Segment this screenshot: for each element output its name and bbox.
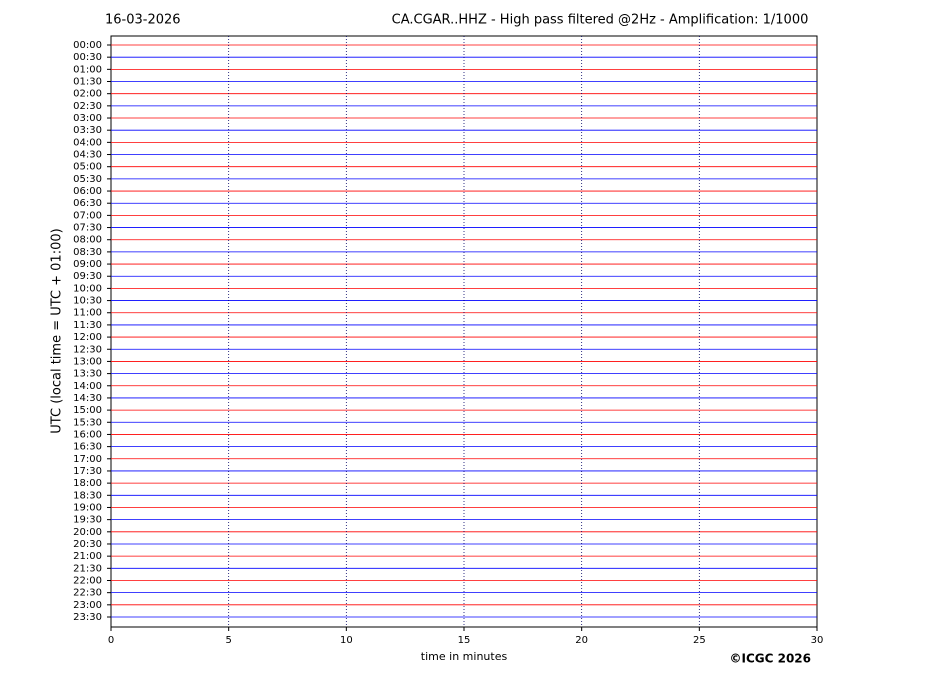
y-tick-label: 20:00 <box>73 527 102 538</box>
x-tick-label: 5 <box>225 635 231 646</box>
y-tick-label: 06:30 <box>73 198 102 209</box>
y-tick-label: 22:30 <box>73 588 102 599</box>
y-tick-label: 15:30 <box>73 417 102 428</box>
y-tick-label: 10:00 <box>73 283 102 294</box>
y-tick-label: 17:00 <box>73 454 102 465</box>
y-tick-label: 23:30 <box>73 612 102 623</box>
y-tick-label: 13:30 <box>73 369 102 380</box>
y-tick-label: 03:30 <box>73 125 102 136</box>
y-tick-label: 08:00 <box>73 235 102 246</box>
y-tick-label: 06:00 <box>73 186 102 197</box>
y-tick-label: 04:00 <box>73 137 102 148</box>
y-tick-label: 07:30 <box>73 223 102 234</box>
y-tick-label: 05:30 <box>73 174 102 185</box>
y-tick-label: 16:30 <box>73 442 102 453</box>
x-tick-label: 25 <box>693 635 706 646</box>
y-tick-label: 10:30 <box>73 296 102 307</box>
y-tick-label: 05:00 <box>73 162 102 173</box>
x-tick-label: 15 <box>458 635 471 646</box>
x-tick-label: 10 <box>340 635 353 646</box>
y-tick-label: 02:00 <box>73 89 102 100</box>
y-tick-label: 14:00 <box>73 381 102 392</box>
y-tick-label: 21:30 <box>73 563 102 574</box>
y-tick-label: 07:00 <box>73 210 102 221</box>
x-tick-label: 0 <box>108 635 114 646</box>
plot-frame <box>110 35 818 628</box>
y-tick-label: 22:00 <box>73 575 102 586</box>
y-tick-label: 17:30 <box>73 466 102 477</box>
y-tick-label: 21:00 <box>73 551 102 562</box>
y-axis-label: UTC (local time = UTC + 01:00) <box>50 228 65 433</box>
y-tick-label: 15:00 <box>73 405 102 416</box>
y-tick-label: 19:30 <box>73 515 102 526</box>
y-tick-label: 18:00 <box>73 478 102 489</box>
y-tick-label: 23:00 <box>73 600 102 611</box>
y-tick-label: 03:00 <box>73 113 102 124</box>
y-tick-label: 18:30 <box>73 490 102 501</box>
copyright: ©ICGC 2026 <box>729 652 811 666</box>
x-tick-label: 30 <box>811 635 824 646</box>
y-tick-label: 12:30 <box>73 344 102 355</box>
y-tick-label: 11:30 <box>73 320 102 331</box>
y-tick-label: 16:00 <box>73 429 102 440</box>
y-tick-label: 00:30 <box>73 52 102 63</box>
y-tick-label: 09:30 <box>73 271 102 282</box>
y-tick-label: 11:00 <box>73 308 102 319</box>
y-tick-label: 14:30 <box>73 393 102 404</box>
chart-title: CA.CGAR..HHZ - High pass filtered @2Hz -… <box>392 13 809 28</box>
x-tick-label: 20 <box>575 635 588 646</box>
y-tick-label: 13:00 <box>73 356 102 367</box>
y-tick-label: 01:30 <box>73 77 102 88</box>
y-tick-label: 04:30 <box>73 150 102 161</box>
x-axis-label: time in minutes <box>421 650 508 663</box>
y-tick-label: 19:00 <box>73 502 102 513</box>
y-tick-label: 20:30 <box>73 539 102 550</box>
y-tick-label: 01:00 <box>73 64 102 75</box>
y-tick-label: 09:00 <box>73 259 102 270</box>
y-tick-label: 00:00 <box>73 40 102 51</box>
y-tick-label: 08:30 <box>73 247 102 258</box>
date: 16-03-2026 <box>105 13 181 28</box>
y-tick-label: 12:00 <box>73 332 102 343</box>
y-tick-label: 02:30 <box>73 101 102 112</box>
